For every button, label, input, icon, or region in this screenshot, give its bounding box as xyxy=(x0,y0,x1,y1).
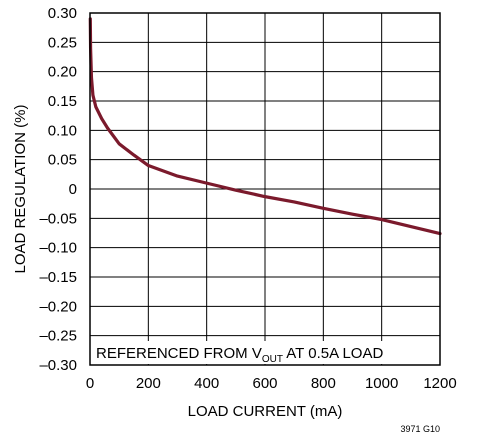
y-tick-label: –0.25 xyxy=(39,328,77,345)
annotation-suffix: AT 0.5A LOAD xyxy=(283,345,384,362)
annotation-prefix: REFERENCED FROM V xyxy=(96,345,262,362)
plot-border xyxy=(89,12,441,366)
annotation-subscript: OUT xyxy=(262,354,283,365)
y-tick-label: 0.25 xyxy=(48,34,77,51)
series-line xyxy=(88,17,442,236)
series-layer xyxy=(88,17,442,236)
plot-frame xyxy=(89,12,441,366)
annotation-background xyxy=(92,341,404,364)
x-tick-label: 1000 xyxy=(365,375,398,392)
grid-lines xyxy=(89,12,441,366)
x-tick-label: 0 xyxy=(86,375,94,392)
y-tick-label: 0.05 xyxy=(48,152,77,169)
y-tick-label: –0.05 xyxy=(39,210,77,227)
x-axis-label: LOAD CURRENT (mA) xyxy=(188,403,343,420)
figure-id: 3971 G10 xyxy=(400,424,440,434)
y-tick-label: 0.20 xyxy=(48,64,77,81)
x-tick-label: 800 xyxy=(311,375,336,392)
y-tick-label: –0.30 xyxy=(39,357,77,374)
y-tick-labels: 0.30 0.25 0.20 0.15 0.10 0.05 0 –0.05 –0.10 –0.15… xyxy=(39,5,77,374)
annotation: REFERENCED FROM VOUT AT 0.5A LOAD xyxy=(92,341,404,365)
y-tick-label: –0.15 xyxy=(39,269,77,286)
x-tick-label: 400 xyxy=(194,375,219,392)
y-tick-label: 0.30 xyxy=(48,5,77,22)
y-tick-label: –0.20 xyxy=(39,298,77,315)
y-tick-label: 0 xyxy=(69,181,77,198)
x-tick-label: 1200 xyxy=(423,375,456,392)
y-tick-label: 0.15 xyxy=(48,93,77,110)
y-tick-label: 0.10 xyxy=(48,122,77,139)
x-tick-labels: 0 200 400 600 800 1000 1200 xyxy=(86,375,457,392)
x-tick-label: 200 xyxy=(136,375,161,392)
y-tick-label: –0.10 xyxy=(39,240,77,257)
y-axis-label: LOAD REGULATION (%) xyxy=(12,105,29,274)
x-tick-label: 600 xyxy=(252,375,277,392)
annotation-text: REFERENCED FROM VOUT AT 0.5A LOAD xyxy=(96,345,383,365)
